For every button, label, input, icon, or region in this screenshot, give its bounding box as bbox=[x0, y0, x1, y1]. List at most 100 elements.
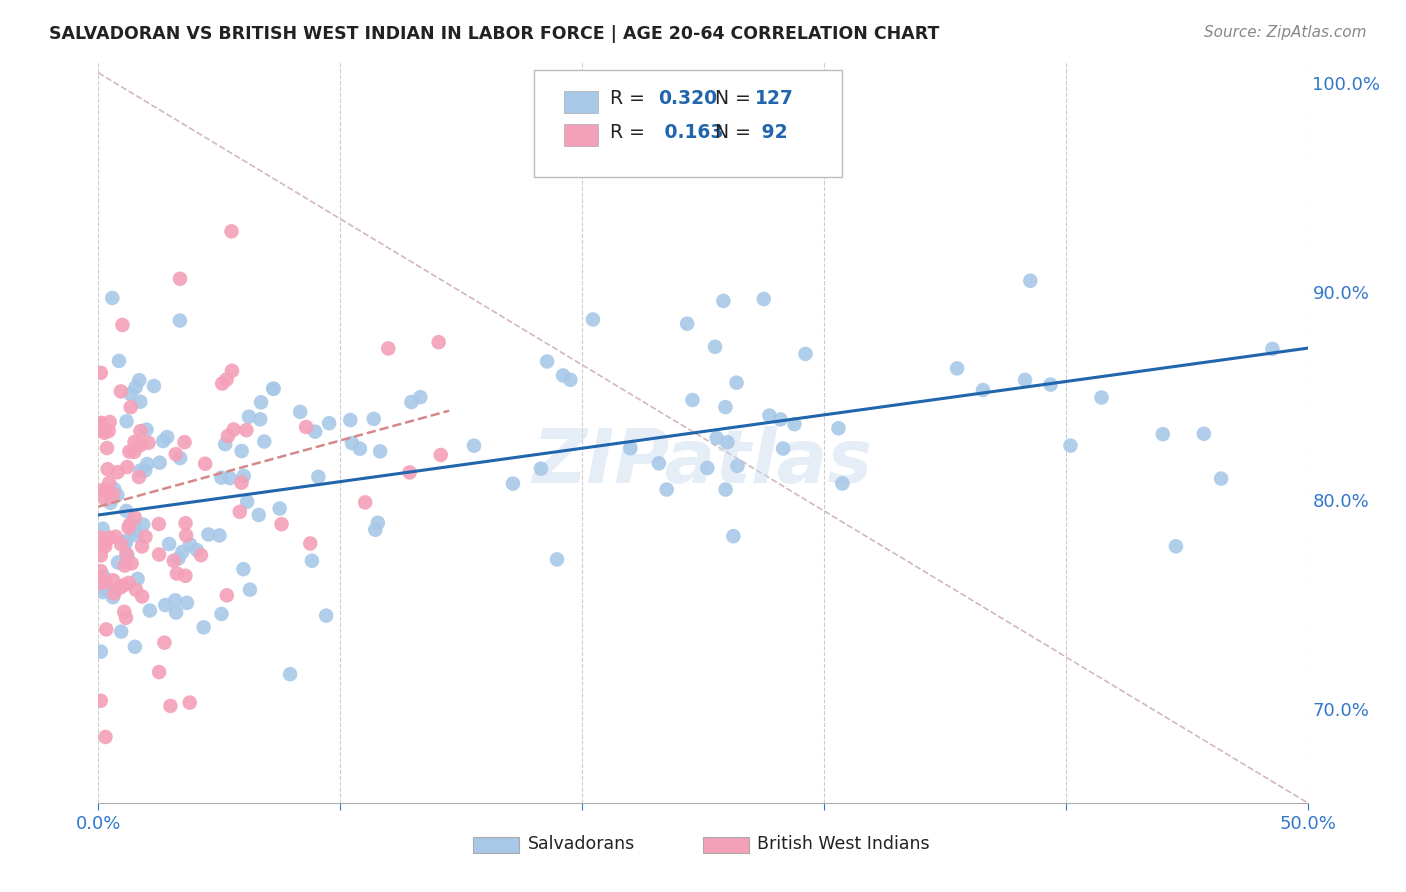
Text: 92: 92 bbox=[755, 123, 787, 143]
Point bbox=[142, 379, 165, 393]
Point bbox=[238, 409, 260, 424]
Point bbox=[711, 293, 734, 308]
Point bbox=[91, 522, 114, 536]
Point bbox=[972, 383, 994, 397]
Point bbox=[90, 644, 112, 658]
Point bbox=[94, 492, 117, 507]
Point bbox=[90, 564, 112, 578]
Point bbox=[91, 483, 114, 498]
Point bbox=[110, 384, 132, 399]
Point bbox=[262, 382, 284, 396]
Point bbox=[221, 364, 243, 378]
Point bbox=[1090, 391, 1112, 405]
Point bbox=[125, 582, 148, 597]
Point bbox=[101, 591, 124, 605]
Point bbox=[127, 572, 149, 586]
Point bbox=[117, 576, 139, 591]
Point bbox=[706, 431, 728, 445]
Point bbox=[94, 539, 117, 553]
Point bbox=[124, 520, 146, 534]
Point bbox=[94, 730, 117, 744]
Point bbox=[94, 535, 117, 549]
Point bbox=[136, 457, 159, 471]
Point bbox=[704, 340, 727, 354]
Point bbox=[696, 461, 718, 475]
Point bbox=[194, 457, 217, 471]
Point bbox=[124, 380, 146, 394]
Point bbox=[155, 598, 177, 612]
Point bbox=[295, 420, 318, 434]
Point bbox=[304, 425, 326, 439]
Point bbox=[114, 534, 136, 549]
Point bbox=[166, 566, 188, 581]
Text: 0.163: 0.163 bbox=[658, 123, 724, 143]
Point bbox=[211, 607, 233, 621]
Point bbox=[148, 548, 170, 562]
Point bbox=[655, 483, 678, 497]
Point bbox=[179, 696, 201, 710]
Point bbox=[315, 608, 337, 623]
Point bbox=[502, 476, 524, 491]
Point bbox=[229, 505, 252, 519]
Point bbox=[104, 530, 127, 544]
Point bbox=[108, 581, 131, 595]
FancyBboxPatch shape bbox=[564, 91, 598, 112]
Point bbox=[222, 423, 245, 437]
Point bbox=[190, 548, 212, 562]
Point bbox=[197, 527, 219, 541]
Point bbox=[156, 430, 179, 444]
Point bbox=[110, 537, 132, 551]
Point bbox=[349, 442, 371, 456]
Point bbox=[235, 423, 257, 437]
Point bbox=[90, 417, 112, 432]
Point bbox=[681, 392, 703, 407]
Text: 0.320: 0.320 bbox=[658, 89, 717, 108]
Point bbox=[231, 444, 253, 458]
Point bbox=[536, 354, 558, 368]
Point bbox=[129, 394, 152, 409]
Point bbox=[368, 444, 391, 458]
Point bbox=[97, 424, 120, 438]
Point bbox=[131, 540, 153, 554]
Point bbox=[93, 425, 115, 440]
Point bbox=[124, 510, 146, 524]
Point bbox=[236, 495, 259, 509]
Point bbox=[269, 501, 291, 516]
Point bbox=[270, 517, 292, 532]
Point bbox=[716, 435, 738, 450]
Point bbox=[221, 224, 243, 238]
Point bbox=[783, 417, 806, 432]
Point bbox=[131, 590, 153, 604]
Point bbox=[129, 424, 152, 438]
Point bbox=[301, 554, 323, 568]
Point bbox=[619, 442, 641, 456]
Point bbox=[339, 413, 361, 427]
Point bbox=[98, 475, 121, 490]
Point bbox=[121, 557, 143, 571]
Text: R =: R = bbox=[610, 123, 651, 143]
Point bbox=[723, 529, 745, 543]
Point bbox=[96, 441, 118, 455]
Point bbox=[110, 624, 132, 639]
Point bbox=[831, 476, 853, 491]
Point bbox=[217, 429, 239, 443]
Point bbox=[134, 530, 156, 544]
Point bbox=[429, 448, 451, 462]
Text: SALVADORAN VS BRITISH WEST INDIAN IN LABOR FORCE | AGE 20-64 CORRELATION CHART: SALVADORAN VS BRITISH WEST INDIAN IN LAB… bbox=[49, 25, 939, 43]
Point bbox=[172, 545, 194, 559]
Point bbox=[129, 438, 152, 452]
Text: British West Indians: British West Indians bbox=[758, 835, 929, 853]
Point bbox=[115, 460, 138, 475]
Point bbox=[152, 434, 174, 448]
Point bbox=[128, 470, 150, 484]
Point bbox=[193, 620, 215, 634]
Point bbox=[98, 415, 121, 429]
Point bbox=[290, 405, 312, 419]
Point bbox=[231, 475, 253, 490]
Point bbox=[165, 447, 187, 461]
Point bbox=[409, 390, 432, 404]
Point bbox=[727, 458, 749, 473]
Point bbox=[214, 437, 236, 451]
Point bbox=[714, 483, 737, 497]
Point bbox=[215, 588, 238, 602]
